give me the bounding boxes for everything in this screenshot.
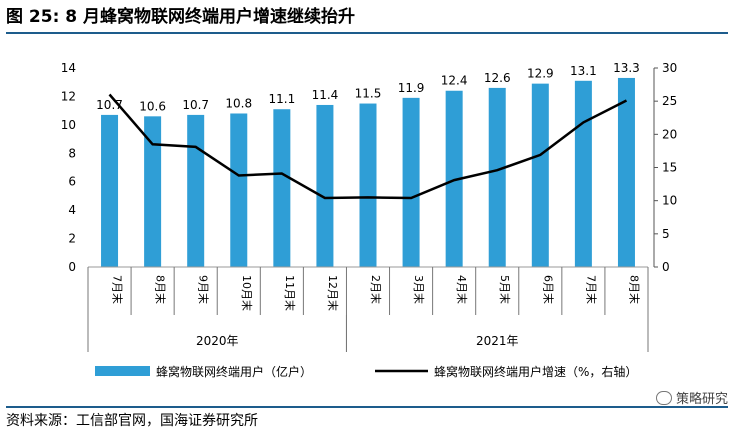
category-label-4: 10月末 bbox=[240, 275, 254, 311]
bar-7 bbox=[359, 103, 377, 268]
legend: 蜂窝物联网终端用户（亿户） 蜂窝物联网终端用户增速（%，右轴） bbox=[95, 364, 637, 379]
growth-rate-line bbox=[108, 93, 628, 200]
category-label-11: 6月末 bbox=[541, 275, 555, 304]
left-tick-label-2: 4 bbox=[68, 203, 76, 217]
bar-value-label-13: 13.3 bbox=[613, 61, 640, 75]
category-labels: 7月末 8月末 9月末 10月末 11月末 12月末 2月末 3月末 4月末 5月末 6月末 7月末 8… bbox=[87, 267, 649, 315]
legend-bar-swatch bbox=[95, 366, 150, 376]
bar-value-label-11: 12.9 bbox=[527, 67, 554, 81]
left-tick-label-0: 0 bbox=[68, 260, 76, 274]
right-tick-label-2: 10 bbox=[662, 194, 677, 208]
bar-value-label-10: 12.6 bbox=[484, 71, 511, 85]
bar-value-label-4: 10.8 bbox=[225, 96, 252, 110]
bar-11 bbox=[531, 83, 549, 267]
left-tick-label-5: 10 bbox=[61, 118, 76, 132]
legend-line-label: 蜂窝物联网终端用户增速（%，右轴） bbox=[434, 364, 637, 379]
source-note: 资料来源：工信部官网，国海证券研究所 bbox=[6, 413, 258, 429]
left-tick-label-7: 14 bbox=[61, 61, 76, 75]
left-tick-label-1: 2 bbox=[68, 232, 76, 246]
right-tick-label-4: 20 bbox=[662, 127, 677, 141]
group-label-1: 2021年 bbox=[476, 334, 519, 348]
left-tick-label-4: 8 bbox=[68, 146, 76, 160]
right-tick-label-6: 30 bbox=[662, 61, 677, 75]
right-tick-label-3: 15 bbox=[662, 161, 677, 175]
bar-value-label-3: 10.7 bbox=[182, 98, 209, 112]
category-label-5: 11月末 bbox=[283, 275, 297, 311]
bar-10 bbox=[488, 87, 506, 268]
bar-4 bbox=[230, 113, 248, 267]
category-label-12: 7月末 bbox=[584, 275, 598, 304]
wechat-icon bbox=[655, 390, 672, 405]
left-tick-label-3: 6 bbox=[68, 175, 76, 189]
bar-series bbox=[101, 77, 635, 268]
bar-value-label-6: 11.4 bbox=[312, 88, 339, 102]
bar-value-labels: 10.7 10.6 10.7 10.8 11.1 11.4 11.5 11.912.4 12.6… bbox=[96, 61, 640, 113]
bar-12 bbox=[574, 80, 592, 267]
right-tick-label-0: 0 bbox=[662, 260, 670, 274]
bar-8 bbox=[402, 97, 420, 267]
bar-value-label-9: 12.4 bbox=[441, 74, 468, 88]
category-label-7: 2月末 bbox=[369, 275, 383, 304]
bar-value-label-2: 10.6 bbox=[139, 99, 166, 113]
category-label-13: 8月末 bbox=[627, 275, 641, 304]
legend-bar-label: 蜂窝物联网终端用户（亿户） bbox=[156, 364, 312, 379]
category-label-9: 4月末 bbox=[455, 275, 469, 304]
bar-6 bbox=[316, 104, 334, 267]
left-tick-label-6: 12 bbox=[61, 89, 76, 103]
bar-value-label-12: 13.1 bbox=[570, 64, 597, 78]
category-label-10: 5月末 bbox=[498, 275, 512, 304]
category-label-3: 9月末 bbox=[197, 275, 211, 304]
bar-5 bbox=[273, 109, 291, 267]
group-label-0: 2020年 bbox=[196, 334, 239, 348]
combo-chart: 10.7 10.6 10.7 10.8 11.1 11.4 11.5 11.912.4 12.6… bbox=[61, 61, 678, 379]
watermark-text: 策略研究 bbox=[675, 392, 728, 407]
footer-rule bbox=[6, 406, 728, 408]
bar-2 bbox=[144, 116, 162, 267]
bar-value-label-8: 11.9 bbox=[398, 81, 425, 95]
right-y-axis: 0 5 10 15 20 25 30 bbox=[653, 61, 677, 274]
watermark: 策略研究 bbox=[655, 388, 728, 407]
category-label-2: 8月末 bbox=[154, 275, 168, 304]
bar-13 bbox=[617, 77, 635, 267]
bar-1 bbox=[101, 114, 119, 268]
category-label-6: 12月末 bbox=[326, 275, 340, 311]
figure-title: 图 25: 8 月蜂窝物联网终端用户增速继续抬升 bbox=[6, 2, 728, 34]
bar-value-label-5: 11.1 bbox=[268, 92, 295, 106]
left-y-axis: 0 2 4 6 8 10 12 14 bbox=[61, 61, 76, 274]
bar-3 bbox=[187, 114, 205, 268]
bar-value-label-7: 11.5 bbox=[355, 87, 382, 101]
year-group-labels: 2020年 2021年 bbox=[87, 315, 649, 352]
category-label-1: 7月末 bbox=[111, 275, 125, 304]
category-label-8: 3月末 bbox=[412, 275, 426, 304]
right-tick-label-1: 5 bbox=[662, 227, 670, 241]
right-tick-label-5: 25 bbox=[662, 94, 677, 108]
